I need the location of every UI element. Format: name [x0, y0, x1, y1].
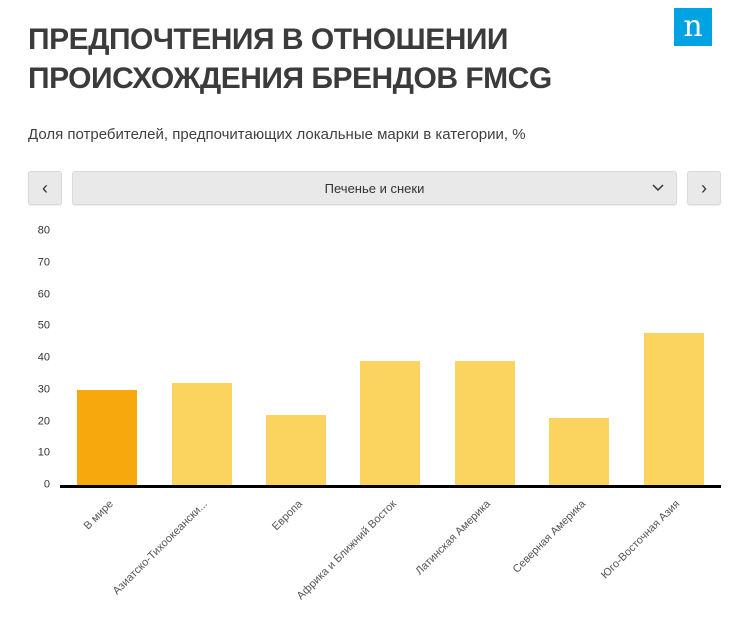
- bar-chart: 0 10 20 30 40 50 60 70 80 В мире Азиатско-Тихооке…: [28, 225, 721, 602]
- y-tick-label: 50: [37, 319, 50, 332]
- bar: [171, 383, 232, 485]
- y-tick-label: 40: [37, 351, 50, 364]
- category-dropdown-value: Печенье и снеки: [324, 180, 425, 196]
- plot-area: [60, 231, 721, 488]
- y-tick-label: 60: [37, 288, 50, 300]
- y-axis: 0 10 20 30 40 50 60 70 80: [28, 225, 54, 490]
- y-tick-label: 70: [37, 256, 50, 269]
- x-axis-label: Северная Америка: [510, 498, 588, 576]
- category-selector-row: ‹ Печенье и снеки ›: [28, 171, 721, 205]
- category-dropdown[interactable]: Печенье и снеки: [72, 171, 677, 205]
- bar: [549, 418, 610, 485]
- next-category-button[interactable]: ›: [687, 171, 721, 205]
- y-tick-label: 10: [37, 446, 50, 459]
- y-tick-label: 20: [37, 415, 50, 427]
- chevron-down-icon: [652, 184, 664, 192]
- nielsen-logo: n: [674, 8, 712, 46]
- chart-subtitle: Доля потребителей, предпочитающих локаль…: [28, 126, 526, 143]
- page-title-line2: ПРОИСХОЖДЕНИЯ БРЕНДОВ FMCG: [28, 62, 552, 95]
- nielsen-logo-letter: n: [683, 9, 703, 44]
- bar: [266, 415, 327, 485]
- bars: [60, 231, 721, 485]
- x-axis-label: Европа: [269, 498, 305, 534]
- x-axis-label: В мире: [81, 498, 116, 533]
- bar: [77, 389, 138, 485]
- bar: [643, 332, 704, 485]
- page-title-line1: ПРЕДПОЧТЕНИЯ В ОТНОШЕНИИ: [28, 23, 509, 56]
- y-tick-label: 0: [43, 478, 50, 491]
- page: n ПРЕДПОЧТЕНИЯ В ОТНОШЕНИИ ПРОИСХОЖДЕНИЯ…: [28, 8, 721, 602]
- x-axis-label: Юго-Восточная Азия: [598, 498, 683, 582]
- page-title: ПРЕДПОЧТЕНИЯ В ОТНОШЕНИИ ПРОИСХОЖДЕНИЯ Б…: [28, 20, 721, 98]
- x-labels: В мире Азиатско-Тихоокеански... Европа Афри…: [60, 488, 721, 602]
- bar: [360, 361, 421, 485]
- y-tick-label: 30: [37, 383, 50, 396]
- prev-category-button[interactable]: ‹: [28, 171, 62, 205]
- y-tick-label: 80: [37, 224, 50, 237]
- x-axis-label: Латинская Америка: [413, 498, 494, 578]
- bar: [454, 361, 515, 485]
